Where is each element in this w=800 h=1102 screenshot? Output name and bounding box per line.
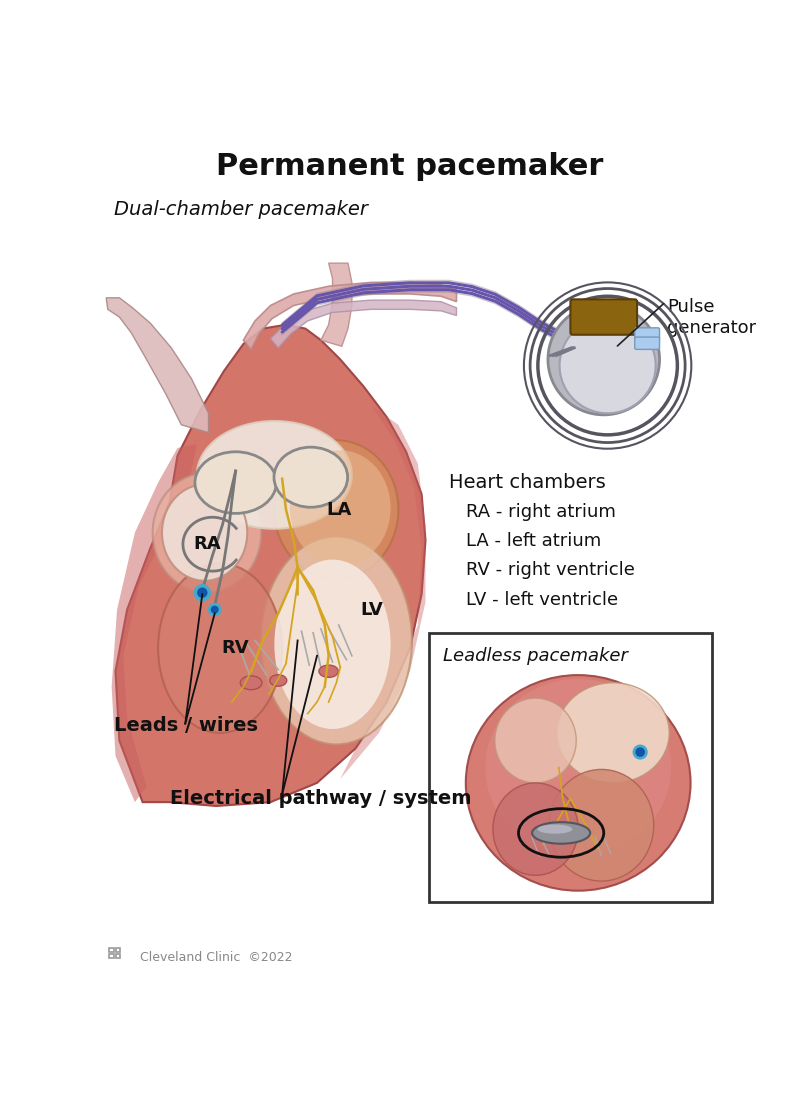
Ellipse shape xyxy=(290,451,390,565)
Bar xyxy=(110,948,114,952)
Text: Leadless pacemaker: Leadless pacemaker xyxy=(443,647,628,665)
Ellipse shape xyxy=(466,676,690,890)
Text: RV: RV xyxy=(222,639,250,657)
Bar xyxy=(430,633,712,903)
Text: LV - left ventricle: LV - left ventricle xyxy=(466,591,618,608)
Ellipse shape xyxy=(319,666,338,678)
Ellipse shape xyxy=(240,676,262,690)
Polygon shape xyxy=(340,406,426,779)
FancyBboxPatch shape xyxy=(634,337,659,349)
Text: Permanent pacemaker: Permanent pacemaker xyxy=(216,152,604,182)
Polygon shape xyxy=(106,298,209,433)
Ellipse shape xyxy=(261,537,412,744)
Polygon shape xyxy=(321,263,352,346)
Ellipse shape xyxy=(158,563,282,733)
Ellipse shape xyxy=(274,440,398,579)
Ellipse shape xyxy=(270,674,286,687)
Bar xyxy=(110,954,114,959)
Text: Pulse
generator: Pulse generator xyxy=(667,298,757,336)
Polygon shape xyxy=(115,325,426,806)
Text: RV - right ventricle: RV - right ventricle xyxy=(466,561,634,580)
Ellipse shape xyxy=(549,769,654,882)
Ellipse shape xyxy=(195,452,276,514)
Ellipse shape xyxy=(274,560,390,730)
Text: RA: RA xyxy=(193,536,221,553)
Circle shape xyxy=(634,746,646,758)
Bar xyxy=(115,948,120,952)
Text: LA: LA xyxy=(326,500,351,519)
Ellipse shape xyxy=(493,782,578,875)
FancyBboxPatch shape xyxy=(634,327,659,341)
Polygon shape xyxy=(270,300,457,348)
Text: Dual-chamber pacemaker: Dual-chamber pacemaker xyxy=(114,199,368,218)
Text: RA - right atrium: RA - right atrium xyxy=(466,503,616,521)
Text: Leads / wires: Leads / wires xyxy=(114,715,258,735)
Ellipse shape xyxy=(153,473,261,592)
Text: Heart chambers: Heart chambers xyxy=(449,473,606,493)
Ellipse shape xyxy=(485,679,671,856)
Polygon shape xyxy=(243,282,457,349)
Circle shape xyxy=(210,604,220,615)
Circle shape xyxy=(195,586,210,599)
Polygon shape xyxy=(548,304,659,414)
Ellipse shape xyxy=(162,485,247,581)
Text: Electrical pathway / system: Electrical pathway / system xyxy=(170,789,471,808)
Ellipse shape xyxy=(532,822,590,844)
Ellipse shape xyxy=(557,683,670,782)
Ellipse shape xyxy=(538,824,572,834)
Polygon shape xyxy=(112,444,197,802)
Circle shape xyxy=(559,317,656,413)
Text: LA - left atrium: LA - left atrium xyxy=(466,532,601,550)
Ellipse shape xyxy=(197,421,352,529)
Text: Cleveland Clinic  ©2022: Cleveland Clinic ©2022 xyxy=(140,951,293,964)
FancyBboxPatch shape xyxy=(570,300,637,335)
Ellipse shape xyxy=(274,447,348,507)
Text: LV: LV xyxy=(360,601,382,618)
Ellipse shape xyxy=(495,699,576,782)
Bar xyxy=(115,954,120,959)
